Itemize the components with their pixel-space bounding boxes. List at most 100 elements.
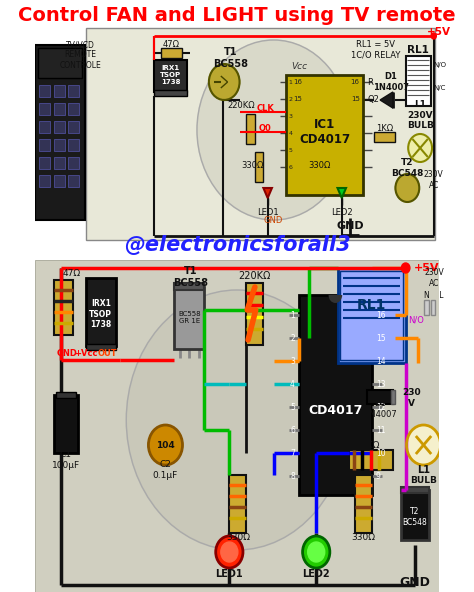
- Text: T1
BC558: T1 BC558: [214, 47, 248, 69]
- Text: 6: 6: [290, 426, 295, 435]
- FancyBboxPatch shape: [355, 475, 372, 533]
- FancyBboxPatch shape: [54, 280, 73, 335]
- Text: T2
BC548: T2 BC548: [391, 158, 424, 178]
- Text: C1
100μF: C1 100μF: [52, 451, 80, 469]
- FancyBboxPatch shape: [155, 60, 187, 92]
- Text: GND: GND: [264, 215, 283, 224]
- Circle shape: [197, 40, 350, 220]
- Text: 1KΩ: 1KΩ: [362, 440, 380, 449]
- Text: LED2: LED2: [302, 569, 330, 579]
- Text: LED1: LED1: [216, 569, 243, 579]
- Text: +5V: +5V: [427, 27, 451, 37]
- Text: BULB: BULB: [410, 475, 437, 484]
- FancyBboxPatch shape: [68, 157, 80, 169]
- Text: CD4017: CD4017: [308, 404, 363, 417]
- FancyBboxPatch shape: [86, 28, 436, 240]
- FancyBboxPatch shape: [39, 103, 50, 115]
- Circle shape: [126, 290, 348, 550]
- Text: 4: 4: [289, 130, 292, 136]
- Text: 230
V: 230 V: [402, 388, 421, 408]
- Text: 1: 1: [289, 79, 292, 85]
- Text: 16: 16: [376, 310, 385, 320]
- FancyBboxPatch shape: [401, 490, 428, 540]
- Text: +5V: +5V: [414, 263, 440, 273]
- FancyBboxPatch shape: [86, 344, 116, 350]
- Text: D1
1N4007: D1 1N4007: [364, 399, 396, 419]
- Text: Control FAN and LIGHT using TV remote: Control FAN and LIGHT using TV remote: [18, 5, 456, 24]
- FancyBboxPatch shape: [68, 121, 80, 133]
- Text: RL1: RL1: [357, 298, 386, 312]
- FancyBboxPatch shape: [39, 175, 50, 187]
- FancyBboxPatch shape: [155, 90, 187, 96]
- FancyBboxPatch shape: [54, 157, 65, 169]
- Circle shape: [401, 263, 410, 273]
- Text: 11: 11: [376, 426, 385, 435]
- FancyBboxPatch shape: [54, 103, 65, 115]
- FancyBboxPatch shape: [255, 152, 264, 182]
- FancyBboxPatch shape: [174, 283, 204, 290]
- Text: TV/VCD
REMOTE
CONTROLE: TV/VCD REMOTE CONTROLE: [60, 40, 101, 70]
- Text: 330Ω: 330Ω: [351, 532, 375, 542]
- Text: 15: 15: [376, 333, 385, 343]
- Text: LED1: LED1: [257, 208, 279, 217]
- FancyBboxPatch shape: [39, 139, 50, 151]
- Circle shape: [308, 542, 325, 562]
- FancyBboxPatch shape: [174, 287, 204, 349]
- Circle shape: [431, 33, 436, 39]
- Text: R: R: [367, 78, 373, 86]
- Text: 7: 7: [290, 449, 295, 458]
- Text: 230V
AC: 230V AC: [424, 268, 444, 288]
- FancyBboxPatch shape: [374, 132, 394, 142]
- Text: 1KΩ: 1KΩ: [376, 124, 393, 133]
- Text: N/O: N/O: [433, 62, 446, 68]
- Text: RL1 = 5V
1C/O RELAY: RL1 = 5V 1C/O RELAY: [351, 40, 401, 60]
- Text: T2
BC548: T2 BC548: [402, 507, 428, 527]
- Text: 330Ω: 330Ω: [226, 532, 250, 542]
- Text: GND: GND: [337, 221, 364, 231]
- FancyBboxPatch shape: [68, 103, 80, 115]
- FancyBboxPatch shape: [54, 85, 65, 97]
- Text: Q0: Q0: [259, 124, 272, 133]
- Text: RL1: RL1: [408, 45, 429, 55]
- Circle shape: [407, 425, 440, 465]
- Text: 104: 104: [156, 440, 175, 449]
- Text: 5: 5: [289, 147, 292, 153]
- Text: 13: 13: [376, 379, 385, 388]
- FancyBboxPatch shape: [322, 152, 331, 182]
- Text: 1: 1: [290, 310, 295, 320]
- Text: 16: 16: [351, 79, 360, 85]
- Text: 330Ω: 330Ω: [241, 160, 264, 169]
- Text: LED2: LED2: [331, 208, 353, 217]
- Text: IC1
CD4017: IC1 CD4017: [299, 118, 350, 146]
- Polygon shape: [380, 92, 393, 108]
- Text: L1: L1: [417, 465, 430, 475]
- Text: 3: 3: [289, 114, 292, 118]
- FancyBboxPatch shape: [39, 85, 50, 97]
- Text: L1
230V
BULB: L1 230V BULB: [407, 100, 434, 130]
- FancyBboxPatch shape: [68, 139, 80, 151]
- FancyBboxPatch shape: [246, 114, 255, 144]
- Text: IRX1
TSOP
1738: IRX1 TSOP 1738: [160, 65, 181, 85]
- Text: 10: 10: [376, 449, 385, 458]
- Circle shape: [302, 536, 330, 568]
- Text: N/C: N/C: [433, 85, 445, 91]
- Circle shape: [216, 536, 243, 568]
- FancyBboxPatch shape: [299, 295, 372, 495]
- Text: Q2: Q2: [367, 95, 379, 104]
- FancyBboxPatch shape: [68, 175, 80, 187]
- FancyBboxPatch shape: [54, 395, 78, 453]
- FancyBboxPatch shape: [401, 487, 428, 493]
- Text: 3: 3: [290, 356, 295, 365]
- Text: 47Ω: 47Ω: [163, 40, 180, 49]
- Text: 14: 14: [376, 356, 385, 365]
- Text: 15: 15: [293, 96, 302, 102]
- Text: BC558
GR 1E: BC558 GR 1E: [178, 310, 201, 323]
- FancyBboxPatch shape: [340, 271, 403, 360]
- FancyBboxPatch shape: [367, 390, 393, 404]
- Text: 230V
AC: 230V AC: [424, 170, 444, 189]
- FancyBboxPatch shape: [348, 450, 393, 470]
- Text: 9: 9: [376, 471, 381, 481]
- FancyBboxPatch shape: [55, 392, 76, 398]
- Text: 2: 2: [289, 96, 292, 101]
- Polygon shape: [264, 188, 272, 198]
